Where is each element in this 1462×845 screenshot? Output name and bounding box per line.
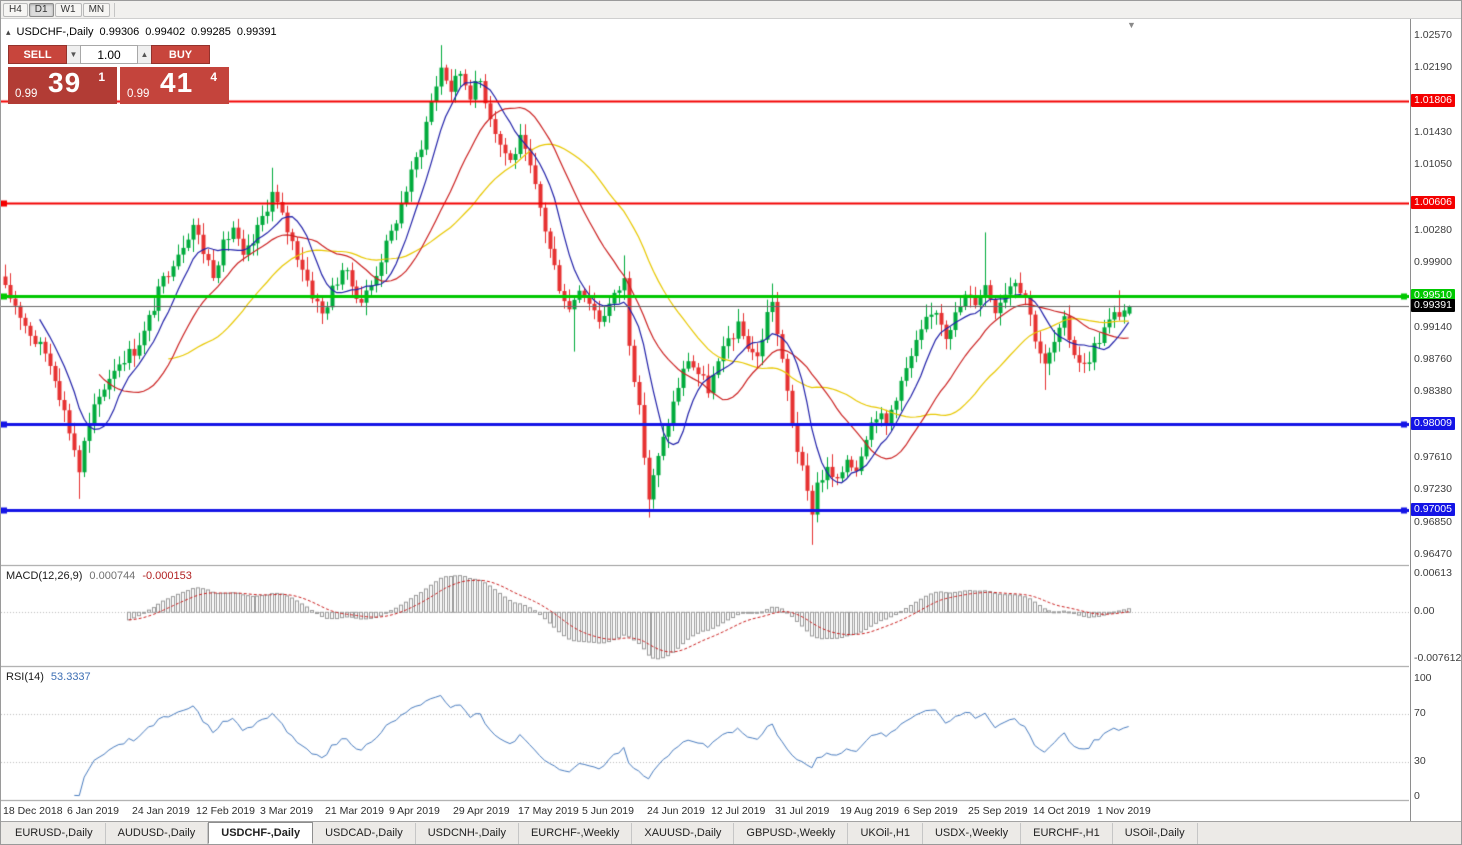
- chart-tab-usdchf-daily[interactable]: USDCHF-,Daily: [208, 822, 314, 844]
- volume-decrease-icon[interactable]: ▼: [67, 45, 80, 64]
- price-axis-label: 0.97610: [1414, 451, 1452, 463]
- date-label: 14 Oct 2019: [1033, 805, 1091, 817]
- price-axis-label: 0.97230: [1414, 483, 1452, 495]
- price-axis-label: 1.01430: [1414, 126, 1452, 138]
- macd-axis-label: 0.00613: [1414, 567, 1452, 579]
- rsi-axis-label: 70: [1414, 707, 1426, 719]
- buy-price-display[interactable]: 0.99 41 4: [120, 67, 229, 104]
- chart-tab-usdcad-daily[interactable]: USDCAD-,Daily: [313, 823, 416, 844]
- macd-axis-label: -0.007612: [1414, 652, 1462, 664]
- sell-price-sup: 1: [98, 70, 105, 84]
- rsi-name: RSI(14): [6, 671, 44, 683]
- volume-increase-icon[interactable]: ▲: [138, 45, 151, 64]
- hline-price-label: 1.00606: [1411, 196, 1455, 209]
- chart-window: 1.02570 1.02190 1.01430 1.01050 1.00280 0.999…: [1, 19, 1462, 823]
- sell-button[interactable]: SELL: [8, 45, 67, 64]
- date-label: 12 Feb 2019: [196, 805, 255, 817]
- chart-tab-xauusd-daily[interactable]: XAUUSD-,Daily: [632, 823, 735, 844]
- hline-price-label: 1.01806: [1411, 94, 1455, 107]
- price-axis-label: 1.00280: [1414, 224, 1452, 236]
- rsi-axis-label: 30: [1414, 755, 1426, 767]
- macd-axis-label: 0.00: [1414, 605, 1435, 617]
- toolbar-separator: [114, 2, 116, 17]
- rsi-indicator-label: RSI(14) 53.3337: [6, 671, 91, 683]
- buy-button[interactable]: BUY: [151, 45, 210, 64]
- timeframe-toolbar: H4 D1 W1 MN: [1, 1, 1461, 19]
- buy-price-prefix: 0.99: [127, 88, 150, 100]
- price-axis-label: 0.96850: [1414, 516, 1452, 528]
- price-chart-canvas[interactable]: [1, 19, 1409, 822]
- one-click-trading-panel: SELL ▼ ▲ BUY 0.99 39 1 0.99 41 4: [8, 45, 230, 104]
- chart-tab-eurusd-daily[interactable]: EURUSD-,Daily: [3, 823, 106, 844]
- quote-symbol: USDCHF-,Daily: [16, 26, 94, 38]
- hline-price-label: 0.97005: [1411, 503, 1455, 516]
- date-label: 9 Apr 2019: [389, 805, 440, 817]
- buy-price-big: 41: [160, 67, 194, 98]
- date-label: 24 Jan 2019: [132, 805, 190, 817]
- rsi-axis-label: 100: [1414, 672, 1432, 684]
- timeframe-d1-button[interactable]: D1: [28, 2, 54, 17]
- price-axis-label: 0.98380: [1414, 385, 1452, 397]
- macd-main-value: 0.000744: [89, 570, 136, 582]
- chart-tab-audusd-daily[interactable]: AUDUSD-,Daily: [106, 823, 209, 844]
- sell-price-prefix: 0.99: [15, 88, 38, 100]
- quote-open: 0.99306: [99, 26, 140, 38]
- timeframe-h4-button[interactable]: H4: [3, 2, 28, 17]
- chart-tab-usoil-daily[interactable]: USOil-,Daily: [1113, 823, 1198, 844]
- macd-name: MACD(12,26,9): [6, 570, 83, 582]
- date-label: 21 Mar 2019: [325, 805, 384, 817]
- collapse-panel-icon[interactable]: ▴: [6, 26, 11, 37]
- date-label: 1 Nov 2019: [1097, 805, 1151, 817]
- rsi-axis-label: 0: [1414, 790, 1420, 802]
- date-label: 12 Jul 2019: [711, 805, 766, 817]
- trade-prices-row: 0.99 39 1 0.99 41 4: [8, 67, 230, 104]
- timeframe-mn-button[interactable]: MN: [82, 2, 111, 17]
- chart-ohlc-info: ▴ USDCHF-,Daily 0.99306 0.99402 0.99285 …: [6, 26, 277, 38]
- buy-price-sup: 4: [210, 70, 217, 84]
- price-axis-label: 1.02190: [1414, 61, 1452, 73]
- date-label: 24 Jun 2019: [647, 805, 705, 817]
- chart-tab-ukoil-h1[interactable]: UKOil-,H1: [848, 823, 923, 844]
- price-axis-label: 1.01050: [1414, 158, 1452, 170]
- chart-tab-eurchf-weekly[interactable]: EURCHF-,Weekly: [519, 823, 633, 844]
- quote-high: 0.99402: [145, 26, 186, 38]
- date-label: 6 Sep 2019: [904, 805, 958, 817]
- quote-close: 0.99391: [236, 26, 277, 38]
- price-axis-label: 0.98760: [1414, 353, 1452, 365]
- volume-input[interactable]: [80, 45, 138, 64]
- rsi-value: 53.3337: [50, 671, 91, 683]
- date-label: 17 May 2019: [518, 805, 579, 817]
- date-label: 18 Dec 2018: [3, 805, 63, 817]
- sell-price-display[interactable]: 0.99 39 1: [8, 67, 117, 104]
- chart-shift-marker-icon[interactable]: ▼: [1127, 20, 1136, 30]
- trade-controls-row: SELL ▼ ▲ BUY: [8, 45, 230, 64]
- chart-tabs-bar: EURUSD-,Daily AUDUSD-,Daily USDCHF-,Daily U…: [1, 821, 1461, 844]
- price-axis-label: 0.99900: [1414, 256, 1452, 268]
- date-label: 31 Jul 2019: [775, 805, 830, 817]
- date-label: 3 Mar 2019: [260, 805, 314, 817]
- chart-tab-usdcnh-daily[interactable]: USDCNH-,Daily: [416, 823, 519, 844]
- date-label: 19 Aug 2019: [840, 805, 899, 817]
- price-axis[interactable]: 1.02570 1.02190 1.01430 1.01050 1.00280 0.999…: [1410, 19, 1462, 823]
- quote-low: 0.99285: [191, 26, 231, 38]
- date-label: 29 Apr 2019: [453, 805, 510, 817]
- time-axis[interactable]: 18 Dec 2018 6 Jan 2019 24 Jan 2019 12 Feb 2…: [1, 802, 1409, 822]
- price-axis-label: 1.02570: [1414, 29, 1452, 41]
- date-label: 5 Jun 2019: [582, 805, 634, 817]
- chart-tab-eurchf-h1[interactable]: EURCHF-,H1: [1021, 823, 1113, 844]
- macd-signal-value: -0.000153: [142, 570, 192, 582]
- hline-price-label: 0.99510: [1411, 289, 1455, 302]
- timeframe-w1-button[interactable]: W1: [54, 2, 82, 17]
- price-axis-label: 0.99140: [1414, 321, 1452, 333]
- current-price-label: 0.99391: [1411, 299, 1455, 312]
- price-axis-label: 0.96470: [1414, 548, 1452, 560]
- date-label: 25 Sep 2019: [968, 805, 1028, 817]
- chart-tab-usdx-weekly[interactable]: USDX-,Weekly: [923, 823, 1022, 844]
- date-label: 6 Jan 2019: [67, 805, 119, 817]
- chart-tab-gbpusd-weekly[interactable]: GBPUSD-,Weekly: [734, 823, 849, 844]
- sell-price-big: 39: [48, 67, 82, 98]
- macd-indicator-label: MACD(12,26,9) 0.000744 -0.000153: [6, 570, 192, 582]
- hline-price-label: 0.98009: [1411, 417, 1455, 430]
